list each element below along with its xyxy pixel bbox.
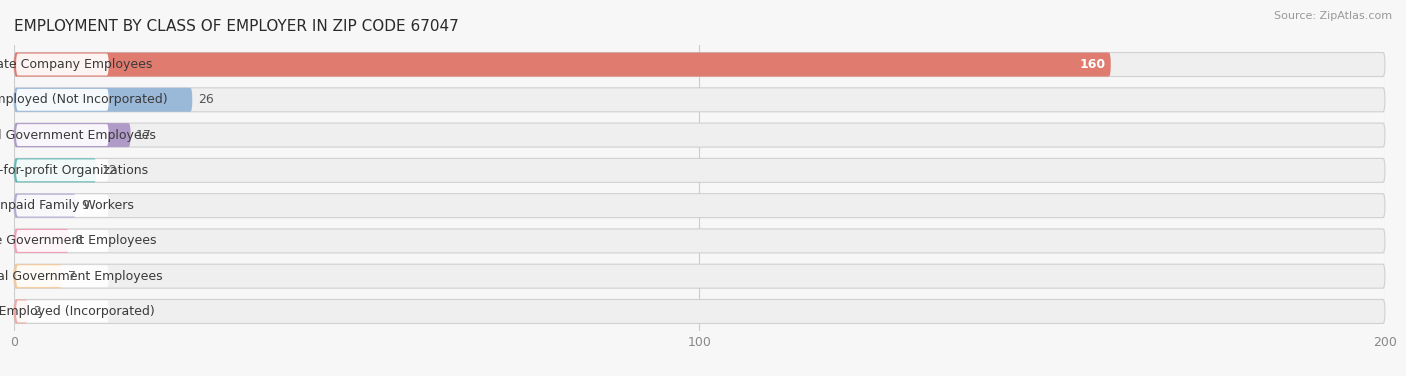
Text: 160: 160 xyxy=(1080,58,1105,71)
Text: 17: 17 xyxy=(136,129,152,142)
FancyBboxPatch shape xyxy=(14,53,1385,77)
FancyBboxPatch shape xyxy=(15,89,108,111)
Text: 26: 26 xyxy=(198,93,214,106)
FancyBboxPatch shape xyxy=(14,53,1111,77)
Text: Unpaid Family Workers: Unpaid Family Workers xyxy=(0,199,134,212)
FancyBboxPatch shape xyxy=(15,230,108,252)
FancyBboxPatch shape xyxy=(14,194,1385,218)
FancyBboxPatch shape xyxy=(14,123,131,147)
Text: 8: 8 xyxy=(75,234,83,247)
Text: Self-Employed (Not Incorporated): Self-Employed (Not Incorporated) xyxy=(0,93,167,106)
FancyBboxPatch shape xyxy=(14,264,1385,288)
Text: Private Company Employees: Private Company Employees xyxy=(0,58,152,71)
FancyBboxPatch shape xyxy=(15,265,108,287)
Text: Source: ZipAtlas.com: Source: ZipAtlas.com xyxy=(1274,11,1392,21)
Text: EMPLOYMENT BY CLASS OF EMPLOYER IN ZIP CODE 67047: EMPLOYMENT BY CLASS OF EMPLOYER IN ZIP C… xyxy=(14,19,458,34)
FancyBboxPatch shape xyxy=(14,88,193,112)
FancyBboxPatch shape xyxy=(14,88,1385,112)
FancyBboxPatch shape xyxy=(15,124,108,146)
Text: Self-Employed (Incorporated): Self-Employed (Incorporated) xyxy=(0,305,155,318)
FancyBboxPatch shape xyxy=(14,299,1385,323)
Text: 12: 12 xyxy=(101,164,118,177)
FancyBboxPatch shape xyxy=(14,299,28,323)
FancyBboxPatch shape xyxy=(15,159,108,181)
FancyBboxPatch shape xyxy=(14,158,1385,182)
FancyBboxPatch shape xyxy=(14,123,1385,147)
FancyBboxPatch shape xyxy=(15,300,108,322)
Text: 9: 9 xyxy=(82,199,89,212)
FancyBboxPatch shape xyxy=(14,194,76,218)
FancyBboxPatch shape xyxy=(14,229,1385,253)
FancyBboxPatch shape xyxy=(15,54,108,76)
Text: State Government Employees: State Government Employees xyxy=(0,234,156,247)
Text: Not-for-profit Organizations: Not-for-profit Organizations xyxy=(0,164,148,177)
Text: 7: 7 xyxy=(67,270,76,283)
Text: 2: 2 xyxy=(34,305,41,318)
FancyBboxPatch shape xyxy=(14,264,62,288)
FancyBboxPatch shape xyxy=(14,158,96,182)
FancyBboxPatch shape xyxy=(15,195,108,217)
Text: Local Government Employees: Local Government Employees xyxy=(0,129,156,142)
Text: Federal Government Employees: Federal Government Employees xyxy=(0,270,163,283)
FancyBboxPatch shape xyxy=(14,229,69,253)
